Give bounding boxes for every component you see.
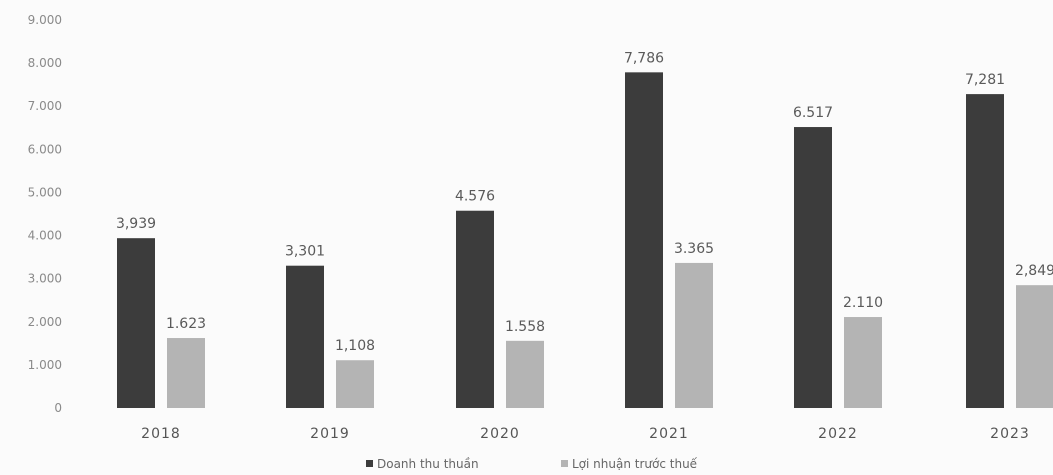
- x-category-label: 2019: [310, 426, 350, 442]
- bar-profit-2021: [675, 262, 713, 408]
- value-label-revenue-2020: 4.576: [455, 189, 495, 205]
- bar-profit-2019: [336, 360, 374, 408]
- value-labels: 3,939 1.623 3,301 1,108 4.576 1.558 7,786 3.365…: [116, 50, 1053, 354]
- value-label-revenue-2023: 7,281: [965, 72, 1005, 88]
- x-axis: 2018 2019 2020 2021 2022 2023: [141, 426, 1030, 442]
- y-tick-label: 8.000: [28, 56, 62, 70]
- legend: Doanh thu thuần Lợi nhuận trước thuế: [366, 457, 698, 471]
- x-category-label: 2021: [649, 426, 689, 442]
- bar-revenue-2021: [625, 72, 663, 409]
- x-category-label: 2022: [818, 426, 858, 442]
- y-tick-label: 0: [54, 401, 62, 415]
- bars: [117, 72, 1053, 409]
- value-label-revenue-2021: 7,786: [624, 50, 664, 66]
- y-tick-label: 7.000: [28, 99, 62, 113]
- value-label-profit-2019: 1,108: [335, 338, 375, 354]
- x-category-label: 2023: [990, 426, 1030, 442]
- bar-revenue-2018: [117, 238, 155, 408]
- legend-label-revenue: Doanh thu thuần: [377, 457, 479, 471]
- value-label-revenue-2018: 3,939: [116, 216, 156, 232]
- bar-revenue-2022: [794, 127, 832, 408]
- x-category-label: 2020: [480, 426, 520, 442]
- y-tick-label: 2.000: [28, 315, 62, 329]
- value-label-revenue-2022: 6.517: [793, 105, 833, 121]
- y-axis: 0 1.000 2.000 3.000 4.000 5.000 6.000 7.000 8.00…: [28, 13, 62, 415]
- value-label-profit-2020: 1.558: [505, 319, 545, 335]
- legend-swatch-profit: [561, 460, 568, 467]
- y-tick-label: 6.000: [28, 142, 62, 156]
- bar-profit-2018: [167, 338, 205, 408]
- legend-swatch-revenue: [366, 460, 373, 467]
- y-tick-label: 9.000: [28, 13, 62, 27]
- bar-profit-2020: [506, 340, 544, 408]
- y-tick-label: 5.000: [28, 185, 62, 199]
- bar-revenue-2019: [286, 265, 324, 408]
- value-label-profit-2023: 2,849: [1015, 263, 1053, 279]
- y-tick-label: 1.000: [28, 358, 62, 372]
- y-tick-label: 4.000: [28, 229, 62, 243]
- x-category-label: 2018: [141, 426, 181, 442]
- value-label-revenue-2019: 3,301: [285, 244, 325, 260]
- y-tick-label: 3.000: [28, 272, 62, 286]
- bar-profit-2023: [1016, 285, 1053, 408]
- bar-profit-2022: [844, 317, 882, 408]
- bar-revenue-2020: [456, 210, 494, 408]
- value-label-profit-2021: 3.365: [674, 241, 714, 257]
- value-label-profit-2018: 1.623: [166, 316, 206, 332]
- bar-revenue-2023: [966, 94, 1004, 408]
- legend-label-profit: Lợi nhuận trước thuế: [572, 457, 698, 471]
- value-label-profit-2022: 2.110: [843, 295, 883, 311]
